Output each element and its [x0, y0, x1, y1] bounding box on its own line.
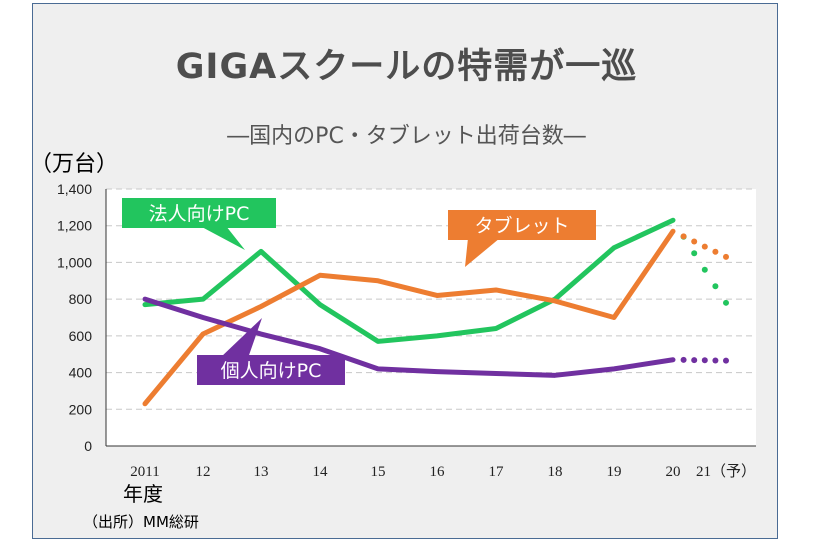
x-tick-label: 12 [196, 464, 211, 480]
callout-tail [465, 238, 500, 267]
y-tick-label: 200 [69, 401, 93, 417]
projection-point [691, 357, 698, 364]
y-tick-label: 0 [84, 438, 92, 454]
x-tick-label: 13 [254, 464, 269, 480]
projection-point [712, 357, 719, 364]
chart-subtitle: ―国内のPC・タブレット出荷台数― [227, 124, 586, 149]
projection-point [712, 283, 719, 290]
y-tick-label: 600 [69, 328, 93, 344]
callout-box [197, 355, 345, 385]
series-line-0 [142, 217, 676, 344]
projection-point [680, 233, 687, 240]
callout-tail [220, 318, 262, 358]
series-label: 個人向けPC [221, 360, 322, 382]
y-tick-label: 400 [69, 365, 93, 381]
callout-box [448, 210, 596, 240]
projection-point [701, 357, 708, 364]
y-tick-label: 800 [69, 291, 93, 307]
series-label: 法人向けPC [149, 203, 250, 225]
chart-title: GIGAスクールの特需が一巡 [175, 47, 638, 87]
y-tick-label: 1,400 [57, 181, 92, 197]
x-tick-label: 15 [371, 464, 386, 480]
series-line-1 [142, 228, 676, 407]
projection-point [723, 357, 729, 364]
x-tick-label: 18 [548, 464, 563, 480]
projection-point [723, 253, 729, 260]
source-note: （出所）MM総研 [83, 513, 199, 531]
x-tick-label: 14 [313, 464, 329, 480]
series-line-2 [142, 296, 676, 378]
projection-point [680, 356, 687, 363]
x-tick-label: 16 [430, 464, 446, 480]
x-tick-label: 20 [666, 464, 681, 480]
projection-point [723, 299, 729, 306]
y-tick-label: 1,200 [57, 218, 92, 234]
y-axis-label: （万台） [30, 152, 119, 177]
series-label: タブレット [474, 214, 569, 237]
projection-point [701, 266, 708, 273]
x-tick-label: 17 [489, 464, 505, 480]
projection-point [712, 248, 719, 255]
callout-tail [200, 226, 245, 250]
callout-box [122, 198, 276, 228]
x-tick-label: 19 [607, 464, 622, 480]
x-tick-label: 21（予） [696, 463, 756, 480]
projection-point [691, 238, 698, 245]
projection-point [691, 250, 698, 257]
y-tick-label: 1,000 [57, 254, 92, 270]
x-axis-label: 年度 [123, 482, 163, 506]
x-tick-label: 2011 [130, 464, 159, 480]
projection-point [701, 243, 708, 250]
